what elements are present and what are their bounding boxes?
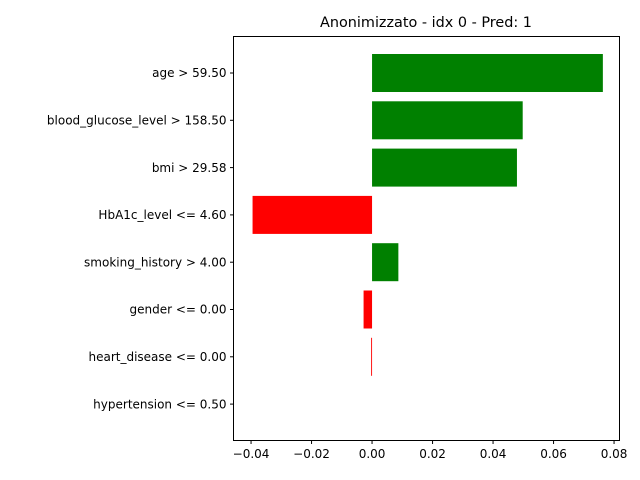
- y-tick-label-1: blood_glucose_level > 158.50: [47, 114, 227, 128]
- x-tick-label-2: 0.00: [359, 447, 386, 461]
- y-tick-label-6: heart_disease <= 0.00: [88, 350, 226, 364]
- x-tick-label-6: 0.08: [601, 447, 628, 461]
- bar-2: [372, 148, 517, 187]
- y-tick-label-3: HbA1c_level <= 4.60: [98, 208, 226, 222]
- y-tick-label-0: age > 59.50: [152, 66, 226, 80]
- bar-3: [252, 195, 373, 234]
- bar-4: [372, 243, 399, 282]
- x-tick-label-5: 0.06: [540, 447, 567, 461]
- x-tick-label-3: 0.02: [419, 447, 446, 461]
- y-tick-label-5: gender <= 0.00: [130, 303, 227, 317]
- bar-5: [363, 290, 373, 329]
- bar-1: [372, 101, 523, 140]
- plot-frame: [233, 36, 620, 441]
- y-tick-label-7: hypertension <= 0.50: [93, 397, 226, 411]
- chart-title: Anonimizzato - idx 0 - Pred: 1: [320, 15, 532, 31]
- bar-6: [371, 337, 373, 376]
- y-tick-label-4: smoking_history > 4.00: [84, 255, 226, 269]
- bar-0: [372, 54, 603, 92]
- x-tick-label-1: −0.02: [293, 447, 330, 461]
- y-tick-label-2: bmi > 29.58: [152, 161, 227, 175]
- x-tick-label-4: 0.04: [480, 447, 507, 461]
- x-tick-label-0: −0.04: [233, 447, 270, 461]
